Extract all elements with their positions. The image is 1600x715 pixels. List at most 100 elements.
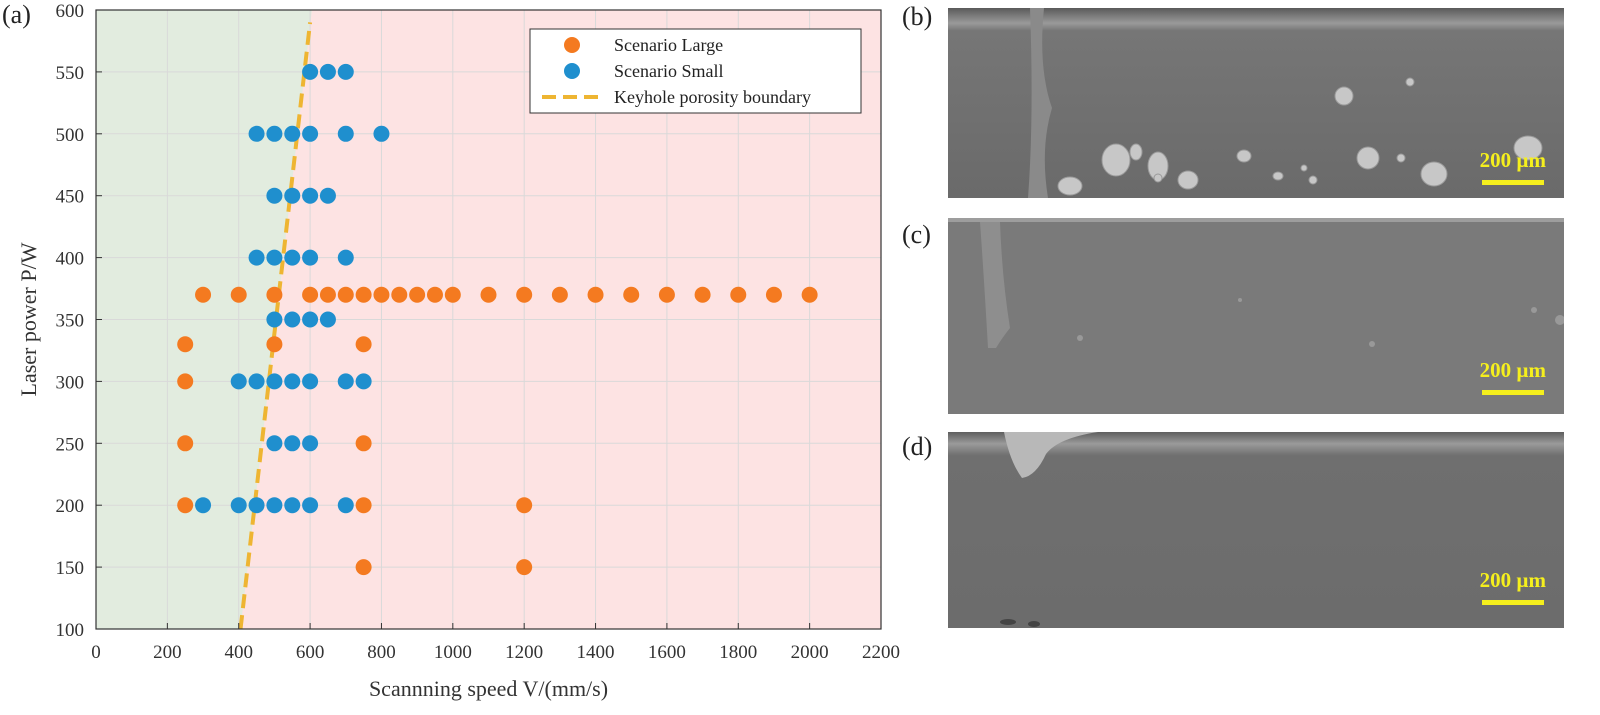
y-tick-label: 400 xyxy=(56,249,85,270)
point-small xyxy=(284,373,301,390)
scale-bar-d xyxy=(1482,600,1544,605)
scale-bar-label-d: 200 µm xyxy=(1479,568,1546,592)
point-small xyxy=(319,187,336,204)
x-tick-label: 800 xyxy=(367,642,396,663)
point-large xyxy=(355,435,372,452)
point-large xyxy=(302,286,319,303)
scatter-chart: 0 200 400 600 800 1000 1200 1400 1600 1800 2000 220… xyxy=(16,1,900,701)
point-small xyxy=(319,63,336,80)
point-large xyxy=(730,286,747,303)
x-tick-label: 1400 xyxy=(577,642,615,663)
point-small xyxy=(284,125,301,142)
point-small xyxy=(302,249,319,266)
point-large xyxy=(516,286,533,303)
x-tick-label: 2200 xyxy=(862,642,900,663)
x-tick-label: 200 xyxy=(153,642,182,663)
micrograph-d: 200 µm xyxy=(948,432,1564,628)
y-tick-label: 600 xyxy=(56,1,85,22)
point-large xyxy=(694,286,711,303)
legend-marker-large xyxy=(564,37,580,53)
x-tick-label: 1000 xyxy=(434,642,472,663)
point-small xyxy=(302,187,319,204)
point-large xyxy=(195,286,212,303)
point-small xyxy=(284,435,301,452)
point-small xyxy=(302,125,319,142)
point-large xyxy=(266,336,283,353)
point-large xyxy=(516,559,533,576)
point-small xyxy=(284,497,301,514)
legend-label: Scenario Large xyxy=(614,35,723,55)
point-large xyxy=(658,286,675,303)
legend-label: Keyhole porosity boundary xyxy=(614,87,811,107)
point-small xyxy=(230,373,247,390)
point-large xyxy=(230,286,247,303)
series-large xyxy=(177,286,818,576)
point-large xyxy=(177,373,194,390)
point-large xyxy=(177,497,194,514)
point-small xyxy=(337,63,354,80)
point-large xyxy=(444,286,461,303)
point-small xyxy=(302,63,319,80)
point-large xyxy=(266,286,283,303)
point-small xyxy=(284,311,301,328)
point-large xyxy=(355,559,372,576)
point-small xyxy=(266,187,283,204)
scale-bar-c xyxy=(1482,390,1544,395)
point-small xyxy=(337,373,354,390)
point-small xyxy=(284,249,301,266)
point-small xyxy=(302,373,319,390)
micrograph-b: 200 µm xyxy=(948,8,1564,198)
point-large xyxy=(623,286,640,303)
point-small xyxy=(355,373,372,390)
y-tick-label: 300 xyxy=(56,372,85,393)
panel-label-b: (b) xyxy=(902,2,933,31)
panel-label-d: (d) xyxy=(902,432,933,461)
point-large xyxy=(355,336,372,353)
x-tick-label: 600 xyxy=(296,642,325,663)
y-tick-label: 450 xyxy=(56,187,85,208)
y-tick-label: 150 xyxy=(56,558,85,579)
legend-marker-small xyxy=(564,63,580,79)
point-large xyxy=(551,286,568,303)
micrograph-c-image xyxy=(948,218,1564,414)
point-large xyxy=(355,497,372,514)
y-tick-label: 550 xyxy=(56,63,85,84)
point-large xyxy=(355,286,372,303)
point-large xyxy=(337,286,354,303)
legend-label: Scenario Small xyxy=(614,61,723,81)
x-axis-label: Scannning speed V/(mm/s) xyxy=(369,676,608,701)
point-large xyxy=(409,286,426,303)
legend: Scenario Large Scenario Small Keyhole poro… xyxy=(529,28,862,114)
y-tick-label: 250 xyxy=(56,434,85,455)
point-small xyxy=(337,125,354,142)
point-large xyxy=(391,286,408,303)
point-small xyxy=(266,249,283,266)
point-small xyxy=(302,311,319,328)
point-large xyxy=(426,286,443,303)
point-small xyxy=(266,311,283,328)
panel-label-a: (a) xyxy=(2,0,31,29)
point-large xyxy=(373,286,390,303)
point-small xyxy=(266,435,283,452)
scale-bar-b xyxy=(1482,180,1544,185)
point-small xyxy=(284,187,301,204)
y-tick-label: 200 xyxy=(56,496,85,517)
point-large xyxy=(177,435,194,452)
point-small xyxy=(319,311,336,328)
point-small xyxy=(302,435,319,452)
point-large xyxy=(801,286,818,303)
point-large xyxy=(765,286,782,303)
y-tick-label: 100 xyxy=(56,620,85,641)
y-tick-label: 500 xyxy=(56,125,85,146)
x-tick-label: 400 xyxy=(224,642,253,663)
x-tick-label: 1800 xyxy=(719,642,757,663)
series-small xyxy=(195,63,390,514)
point-large xyxy=(177,336,194,353)
point-large xyxy=(587,286,604,303)
point-small xyxy=(266,497,283,514)
point-large xyxy=(319,286,336,303)
scale-bar-label-c: 200 µm xyxy=(1479,358,1546,382)
micrograph-b-image xyxy=(948,8,1564,198)
x-tick-label: 1600 xyxy=(648,642,686,663)
point-small xyxy=(248,497,265,514)
